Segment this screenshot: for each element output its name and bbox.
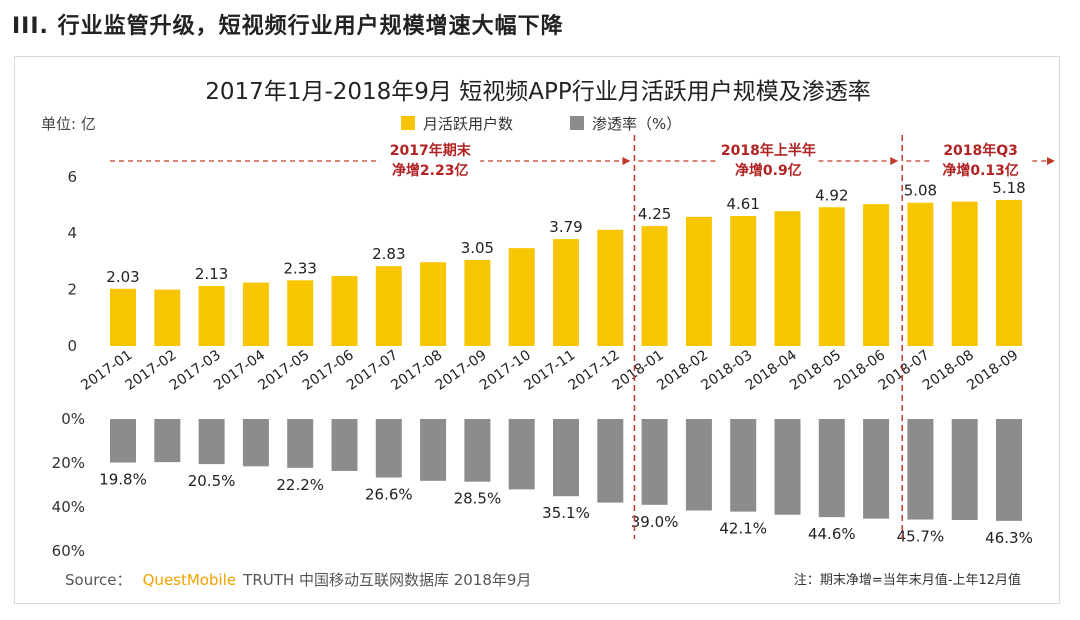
bar-penetration xyxy=(774,419,801,515)
bar-mau xyxy=(597,229,624,346)
bar-mau xyxy=(730,215,757,346)
bar-mau xyxy=(951,201,978,346)
bar-mau xyxy=(641,226,668,346)
bar-penetration xyxy=(242,419,269,467)
bar-penetration xyxy=(641,419,668,505)
annotation-line1: 2018年上半年 xyxy=(721,142,816,159)
bar-mau xyxy=(242,282,269,346)
data-label-penetration: 44.6% xyxy=(808,525,856,543)
annotation-line1: 2017年期末 xyxy=(390,142,472,159)
data-label-mau: 5.08 xyxy=(904,182,937,200)
bar-mau xyxy=(774,211,801,346)
data-label-mau: 5.18 xyxy=(992,179,1025,197)
bar-penetration xyxy=(730,419,757,512)
bar-penetration xyxy=(951,419,978,520)
data-label-penetration: 35.1% xyxy=(542,504,590,522)
period-arrowhead xyxy=(890,157,899,165)
source-line: Source： QuestMobile TRUTH 中国移动互联网数据库 201… xyxy=(65,570,531,589)
data-label-penetration: 45.7% xyxy=(897,528,945,546)
source-brand: QuestMobile xyxy=(143,571,236,589)
bar-mau xyxy=(863,204,890,346)
data-label-penetration: 28.5% xyxy=(454,490,502,508)
bar-penetration xyxy=(110,419,136,463)
annotation-line2: 净增2.23亿 xyxy=(392,162,469,179)
y-tick-top: 4 xyxy=(67,224,77,242)
bar-penetration xyxy=(553,419,579,497)
bar-mau xyxy=(464,259,491,346)
bar-penetration xyxy=(375,419,402,478)
legend-swatch-mau xyxy=(401,116,415,130)
period-arrowhead xyxy=(622,157,631,165)
bar-penetration xyxy=(597,419,624,503)
bar-penetration xyxy=(907,419,934,520)
bar-penetration xyxy=(508,419,535,490)
chart-panel: 2017年1月-2018年9月 短视频APP行业月活跃用户规模及渗透率 单位: … xyxy=(14,56,1060,604)
data-label-mau: 2.33 xyxy=(283,259,316,277)
footnote: 注：期末净增=当年末月值-上年12月值 xyxy=(794,572,1021,588)
annotation-line2: 净增0.13亿 xyxy=(942,162,1019,179)
data-label-penetration: 19.8% xyxy=(99,471,147,489)
y-tick-bottom: 40% xyxy=(52,498,85,516)
bar-mau xyxy=(287,280,314,346)
data-label-penetration: 46.3% xyxy=(985,529,1033,547)
bar-mau xyxy=(508,248,535,346)
data-label-mau: 4.92 xyxy=(815,186,848,204)
section-heading: III. 行业监管升级，短视频行业用户规模增速大幅下降 xyxy=(12,14,564,39)
data-label-penetration: 39.0% xyxy=(631,513,679,531)
bar-mau xyxy=(553,239,579,346)
legend-label-mau: 月活跃用户数 xyxy=(423,115,513,133)
bar-penetration xyxy=(863,419,890,519)
chart-svg: 2017年1月-2018年9月 短视频APP行业月活跃用户规模及渗透率 单位: … xyxy=(41,79,1055,589)
y-tick-top: 0 xyxy=(67,337,77,355)
bar-penetration xyxy=(464,419,491,482)
annotation-bg xyxy=(718,139,819,181)
data-label-mau: 3.79 xyxy=(549,218,582,236)
data-label-mau: 4.25 xyxy=(638,205,671,223)
data-label-penetration: 20.5% xyxy=(188,472,236,490)
legend-label-pen: 渗透率（%） xyxy=(592,115,681,133)
bar-mau xyxy=(685,216,712,346)
annotation-line1: 2018年Q3 xyxy=(943,142,1018,159)
bar-mau xyxy=(996,199,1022,346)
bar-mau xyxy=(907,202,934,346)
data-label-mau: 2.03 xyxy=(106,268,139,286)
source-prefix: Source： xyxy=(65,571,132,589)
y-tick-top: 2 xyxy=(67,281,77,299)
data-label-mau: 4.61 xyxy=(726,195,759,213)
bar-mau xyxy=(331,276,358,346)
bar-penetration xyxy=(996,419,1022,521)
bar-mau xyxy=(198,285,225,346)
bar-penetration xyxy=(685,419,712,511)
bar-mau xyxy=(110,288,136,346)
bar-mau xyxy=(375,266,402,346)
data-label-mau: 2.13 xyxy=(195,265,228,283)
unit-label: 单位: 亿 xyxy=(41,115,96,133)
chart-title: 2017年1月-2018年9月 短视频APP行业月活跃用户规模及渗透率 xyxy=(205,79,870,105)
y-tick-bottom: 20% xyxy=(52,454,85,472)
y-tick-bottom: 0% xyxy=(61,410,85,428)
bar-penetration xyxy=(331,419,358,471)
y-tick-bottom: 60% xyxy=(52,542,85,560)
period-arrowhead xyxy=(1047,157,1055,165)
y-tick-top: 6 xyxy=(67,168,77,186)
bar-mau xyxy=(420,262,447,346)
data-label-penetration: 22.2% xyxy=(276,476,324,494)
bar-penetration xyxy=(420,419,447,481)
source-rest: TRUTH 中国移动互联网数据库 2018年9月 xyxy=(242,571,531,589)
data-label-mau: 3.05 xyxy=(461,239,494,257)
bar-penetration xyxy=(154,419,181,463)
data-label-mau: 2.83 xyxy=(372,245,405,263)
data-label-penetration: 42.1% xyxy=(719,520,767,538)
x-tick-label: 2018-09 xyxy=(964,347,1021,394)
annotation-bg xyxy=(930,139,1031,181)
bar-penetration xyxy=(818,419,845,518)
data-label-penetration: 26.6% xyxy=(365,486,413,504)
bar-penetration xyxy=(287,419,314,468)
legend-swatch-pen xyxy=(570,116,584,130)
bar-mau xyxy=(818,207,845,346)
bar-mau xyxy=(154,289,181,346)
bar-penetration xyxy=(198,419,225,465)
annotation-bg xyxy=(380,139,481,181)
annotation-line2: 净增0.9亿 xyxy=(735,162,802,179)
